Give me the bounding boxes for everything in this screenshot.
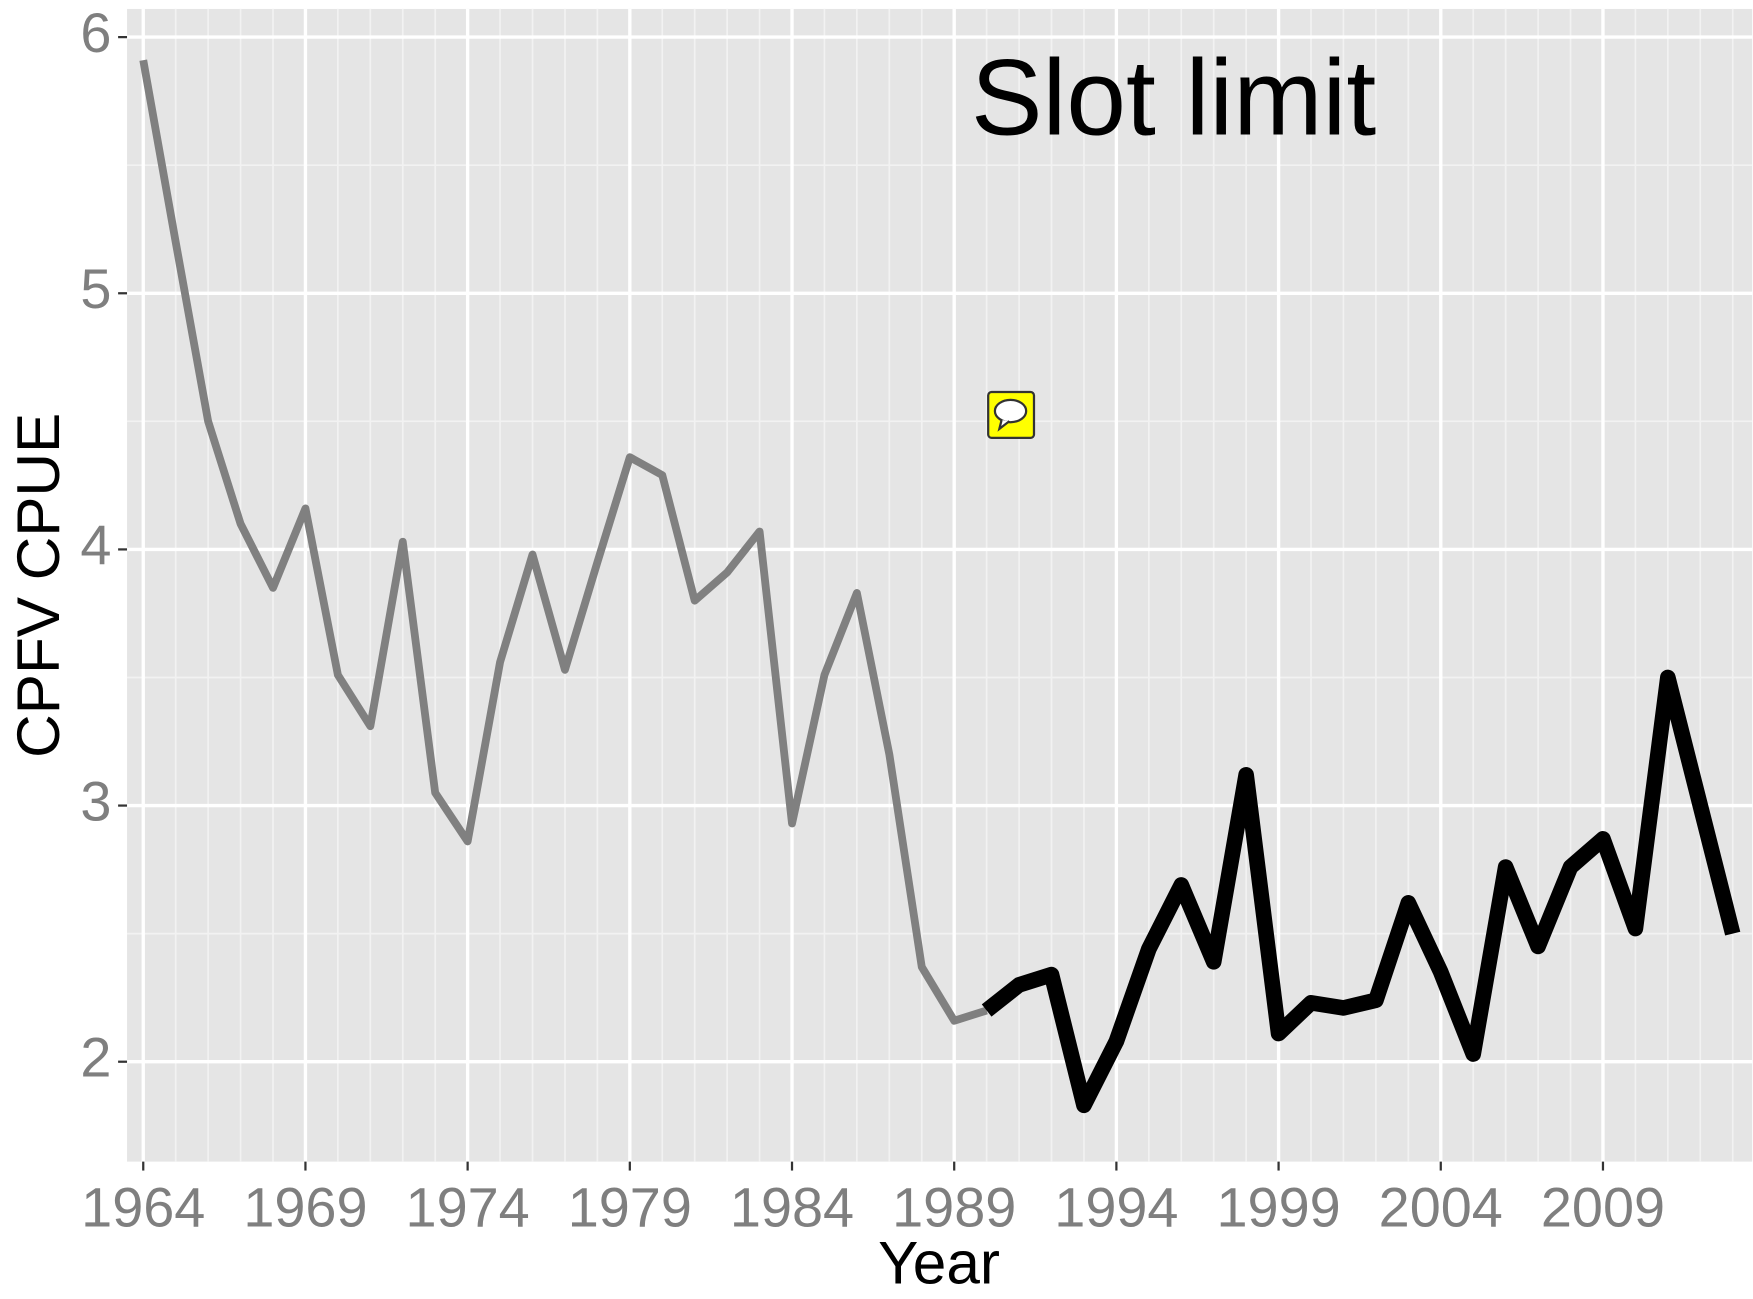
y-tick-label: 2	[80, 1025, 111, 1088]
y-tick-label: 6	[80, 1, 111, 64]
series-line	[139, 59, 988, 1025]
x-tick-label: 1989	[892, 1176, 1016, 1239]
x-axis-title: Year	[878, 1229, 1000, 1297]
x-tick-label: 1999	[1216, 1176, 1340, 1239]
x-tick-label: 2009	[1541, 1176, 1665, 1239]
annotation: Slot limit	[971, 37, 1376, 157]
y-tick-label: 3	[80, 769, 111, 832]
y-tick-label: 4	[80, 513, 111, 576]
y-axis-title: CPFV CPUE	[4, 413, 72, 758]
x-tick-label: 1994	[1054, 1176, 1178, 1239]
x-tick-label: 1964	[81, 1176, 205, 1239]
x-tick-label: 1974	[406, 1176, 530, 1239]
x-tick-label: 2004	[1379, 1176, 1503, 1239]
series-line	[981, 669, 1741, 1114]
x-tick-label: 1979	[568, 1176, 692, 1239]
y-tick-label: 5	[80, 257, 111, 320]
x-tick-label: 1984	[730, 1176, 854, 1239]
comment-icon	[987, 390, 1036, 439]
x-tick-label: 1969	[243, 1176, 367, 1239]
